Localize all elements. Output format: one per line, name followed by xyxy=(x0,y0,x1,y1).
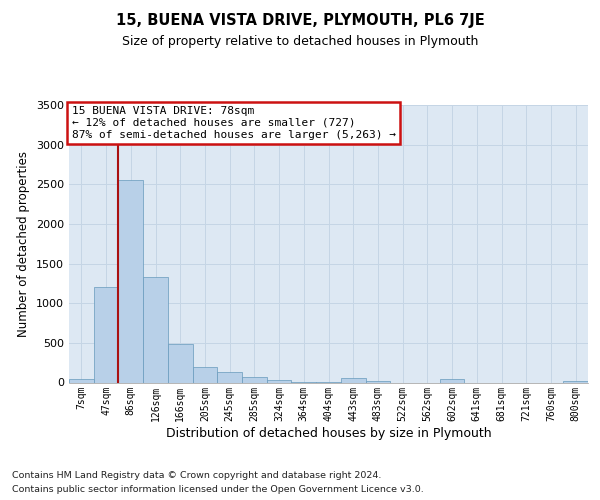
Bar xyxy=(440,380,464,382)
Bar xyxy=(193,368,217,382)
Bar xyxy=(168,344,193,383)
Bar xyxy=(242,378,267,382)
Text: 15, BUENA VISTA DRIVE, PLYMOUTH, PL6 7JE: 15, BUENA VISTA DRIVE, PLYMOUTH, PL6 7JE xyxy=(116,12,484,28)
X-axis label: Distribution of detached houses by size in Plymouth: Distribution of detached houses by size … xyxy=(166,428,491,440)
Text: 15 BUENA VISTA DRIVE: 78sqm
← 12% of detached houses are smaller (727)
87% of se: 15 BUENA VISTA DRIVE: 78sqm ← 12% of det… xyxy=(71,106,395,140)
Bar xyxy=(217,372,242,382)
Y-axis label: Number of detached properties: Number of detached properties xyxy=(17,151,31,337)
Bar xyxy=(69,378,94,382)
Bar xyxy=(118,180,143,382)
Bar xyxy=(267,380,292,382)
Text: Contains HM Land Registry data © Crown copyright and database right 2024.: Contains HM Land Registry data © Crown c… xyxy=(12,471,382,480)
Text: Contains public sector information licensed under the Open Government Licence v3: Contains public sector information licen… xyxy=(12,485,424,494)
Bar xyxy=(94,288,118,382)
Bar xyxy=(341,378,365,382)
Bar xyxy=(143,277,168,382)
Text: Size of property relative to detached houses in Plymouth: Size of property relative to detached ho… xyxy=(122,35,478,48)
Bar xyxy=(563,381,588,382)
